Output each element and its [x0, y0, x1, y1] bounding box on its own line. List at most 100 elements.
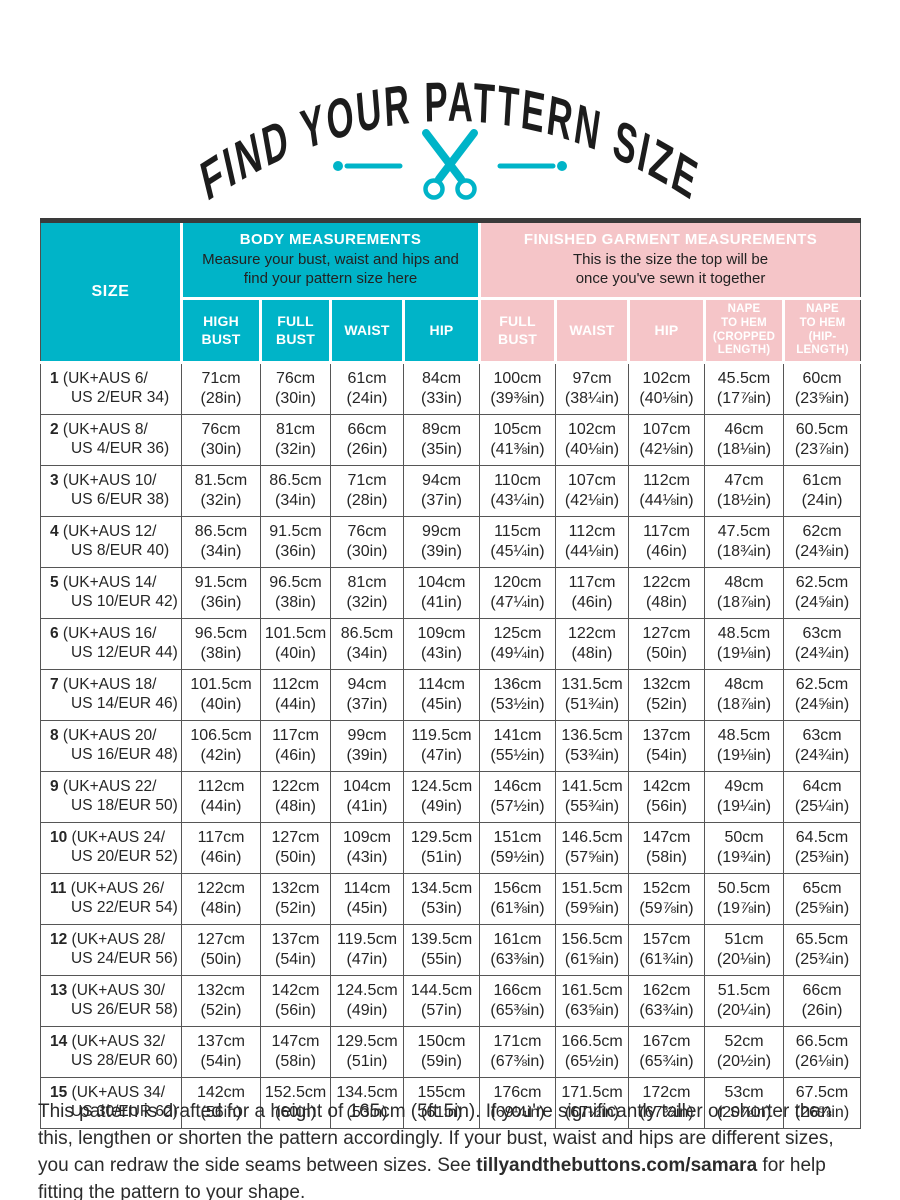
- in-value: (24in): [801, 492, 843, 509]
- in-value: (51in): [421, 849, 462, 866]
- cm-value: 47.5cm: [717, 523, 771, 541]
- cm-value: 131.5cm: [561, 676, 623, 694]
- measurement-cell: 167cm (65¾in): [628, 1026, 705, 1078]
- in-value: (19⅞in): [716, 900, 772, 917]
- measurement-cell: 112cm (44⅛in): [628, 465, 705, 517]
- measurement-cell: 142cm (56in): [260, 975, 331, 1027]
- measurement-cell: 142cm (56in): [628, 771, 705, 823]
- in-value: (33in): [421, 390, 462, 407]
- measurement-cell: 151cm (59½in): [479, 822, 556, 874]
- cm-value: 114cm: [343, 880, 391, 898]
- measurement-cell: 99cm (39in): [403, 516, 480, 568]
- size-number: 7: [50, 676, 59, 694]
- cm-value: 136cm: [493, 676, 542, 694]
- in-value: (26in): [346, 441, 388, 458]
- measurement-cell: 137cm (54in): [628, 720, 705, 772]
- in-value: (55¾in): [564, 798, 620, 815]
- measurement-cell: 115cm (45¼in): [479, 516, 556, 568]
- measurement-cell: 52cm (20½in): [704, 1026, 784, 1078]
- in-value: (48in): [200, 900, 242, 917]
- measurement-cell: 110cm (43¼in): [479, 465, 556, 517]
- measurement-cell: 102cm (40⅛in): [555, 414, 629, 466]
- measurement-cell: 61cm (24in): [330, 362, 404, 415]
- table-row: 1 (UK+AUS 6/US 2/EUR 34) 71cm (28in) 76cm (3…: [40, 362, 862, 415]
- in-value: (25⅝in): [794, 900, 850, 917]
- cm-value: 122cm: [567, 625, 617, 643]
- table-row: 10 (UK+AUS 24/US 20/EUR 52) 117cm (46in) 12…: [40, 822, 862, 874]
- cm-value: 110cm: [494, 472, 541, 490]
- in-value: (34in): [275, 492, 316, 509]
- cm-value: 76cm: [201, 421, 241, 439]
- in-value: (48in): [571, 645, 613, 662]
- measurement-cell: 62cm (24⅜in): [782, 516, 862, 568]
- cm-value: 105cm: [493, 421, 542, 439]
- in-value: (50in): [646, 645, 687, 662]
- in-value: (57in): [421, 1002, 462, 1019]
- cm-value: 152cm: [642, 880, 691, 898]
- cm-value: 97cm: [572, 370, 612, 388]
- measurement-cell: 122cm (48in): [628, 567, 705, 619]
- cm-value: 45.5cm: [717, 370, 771, 388]
- cm-value: 46cm: [724, 421, 764, 439]
- measurement-cell: 50cm (19¾in): [704, 822, 784, 874]
- in-value: (45¼in): [490, 543, 545, 560]
- measurement-cell: 86.5cm (34in): [181, 516, 261, 568]
- in-value: (55½in): [490, 747, 545, 764]
- cm-value: 142cm: [271, 982, 320, 1000]
- measurement-cell: 117cm (46in): [628, 516, 705, 568]
- size-number: 1: [50, 370, 59, 388]
- cm-value: 112cm: [197, 778, 245, 796]
- size-label: 1 (UK+AUS 6/US 2/EUR 34): [40, 362, 182, 415]
- cm-value: 151cm: [493, 829, 542, 847]
- measurement-cell: 127cm (50in): [628, 618, 705, 670]
- cm-value: 106.5cm: [190, 727, 252, 745]
- in-value: (44in): [275, 696, 316, 713]
- measurement-cell: 65cm (25⅝in): [782, 873, 862, 925]
- cm-value: 50.5cm: [717, 880, 771, 898]
- in-value: (36in): [275, 543, 316, 560]
- cm-value: 136.5cm: [561, 727, 623, 745]
- in-value: (61¾in): [639, 951, 694, 968]
- in-value: (19⅛in): [716, 645, 772, 662]
- cm-value: 62cm: [802, 523, 842, 541]
- cm-value: 119.5cm: [336, 931, 398, 949]
- measurement-cell: 127cm (50in): [181, 924, 261, 976]
- measurement-cell: 101.5cm (40in): [181, 669, 261, 721]
- in-value: (25¾in): [794, 951, 850, 968]
- cm-value: 63cm: [802, 727, 842, 745]
- cm-value: 137cm: [642, 727, 691, 745]
- measurement-cell: 144.5cm (57in): [403, 975, 480, 1027]
- cm-value: 147cm: [642, 829, 691, 847]
- in-value: (54in): [646, 747, 687, 764]
- measurement-cell: 137cm (54in): [260, 924, 331, 976]
- in-value: (24in): [346, 390, 388, 407]
- measurement-cell: 94cm (37in): [403, 465, 480, 517]
- cm-value: 60cm: [802, 370, 842, 388]
- cm-value: 61cm: [802, 472, 842, 490]
- in-value: (24⅝in): [794, 594, 850, 611]
- cm-value: 132cm: [642, 676, 691, 694]
- cm-value: 161cm: [493, 931, 542, 949]
- size-label: 3 (UK+AUS 10/US 6/EUR 38): [40, 465, 182, 517]
- measurement-cell: 109cm (43in): [403, 618, 480, 670]
- in-value: (53in): [346, 1104, 388, 1121]
- in-value: (65⅜in): [490, 1002, 545, 1019]
- measurement-cell: 122cm (48in): [555, 618, 629, 670]
- in-value: (20½in): [716, 1053, 772, 1070]
- measurement-cell: 136.5cm (53¾in): [555, 720, 629, 772]
- measurement-cell: 63cm (24¾in): [782, 618, 862, 670]
- in-value: (52in): [200, 1002, 242, 1019]
- in-value: (32in): [346, 594, 388, 611]
- measurement-cell: 134.5cm (53in): [330, 1077, 404, 1129]
- cm-value: 152.5cm: [264, 1084, 327, 1102]
- measurement-cell: 176cm (69¼in): [479, 1077, 556, 1129]
- page-title: FIND YOUR PATTERN SIZE: [195, 70, 702, 212]
- measurement-cell: 136cm (53½in): [479, 669, 556, 721]
- cm-value: 124.5cm: [410, 778, 473, 796]
- cm-value: 66cm: [347, 421, 387, 439]
- measurement-cell: 46cm (18⅛in): [704, 414, 784, 466]
- in-value: (24¾in): [794, 645, 850, 662]
- in-value: (43¼in): [490, 492, 545, 509]
- in-value: (40⅛in): [639, 390, 694, 407]
